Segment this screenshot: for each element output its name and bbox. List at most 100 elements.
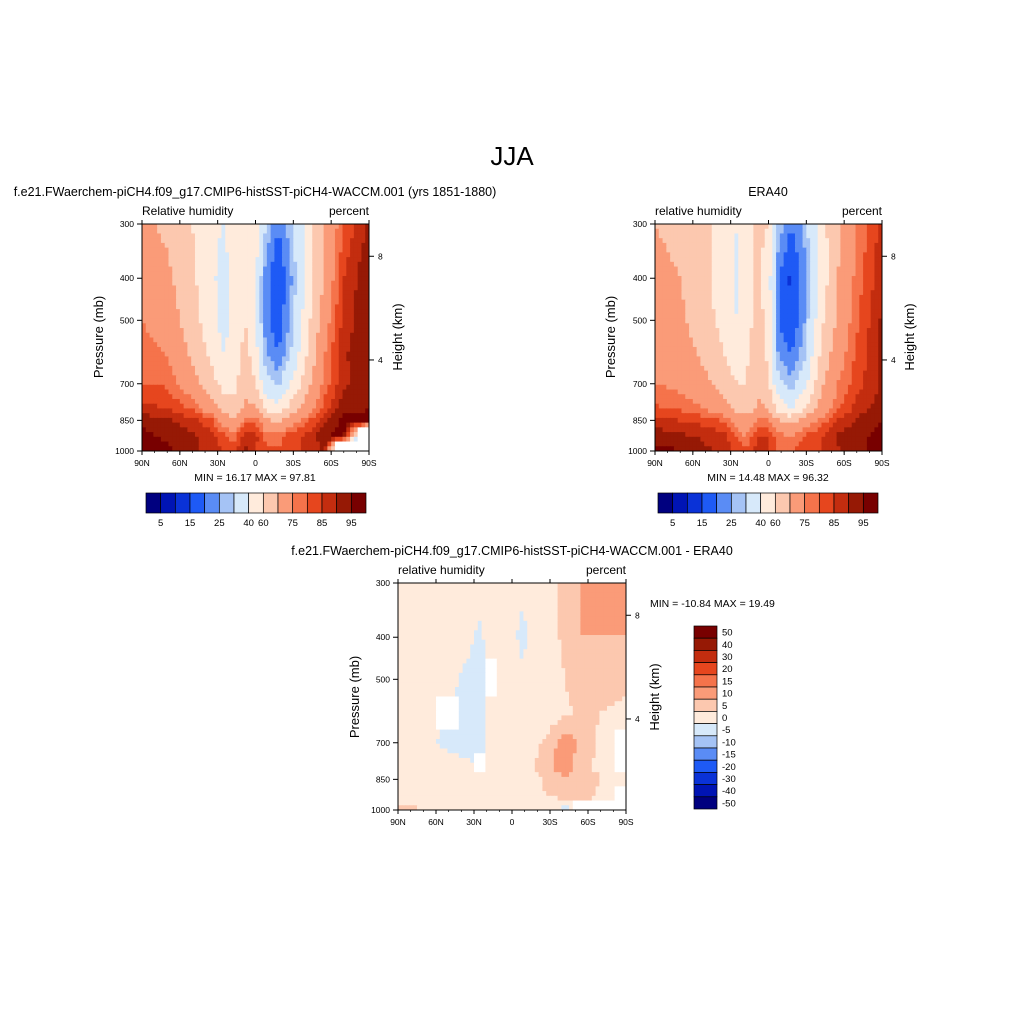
field-cell — [829, 228, 834, 235]
field-cell — [263, 313, 268, 320]
field-cell — [779, 252, 785, 258]
field-cell — [308, 375, 313, 381]
field-cell — [715, 323, 720, 329]
field-cell — [266, 441, 272, 447]
field-cell — [259, 318, 264, 324]
field-cell — [772, 351, 777, 358]
field-cell — [157, 408, 162, 414]
field-cell — [331, 242, 336, 249]
field-cell — [779, 280, 785, 287]
field-cell — [221, 290, 226, 296]
field-cell — [153, 403, 158, 410]
field-cell — [179, 356, 185, 362]
field-cell — [704, 228, 709, 235]
field-cell — [244, 417, 249, 424]
field-cell — [168, 261, 173, 268]
field-cell — [198, 427, 204, 433]
field-cell — [259, 337, 264, 343]
field-cell — [723, 356, 728, 362]
field-cell — [285, 337, 291, 343]
field-cell — [191, 427, 196, 433]
field-cell — [338, 332, 344, 339]
field-cell — [259, 313, 264, 320]
field-cell — [221, 304, 226, 310]
field-cell — [172, 242, 177, 249]
field-cell — [206, 271, 211, 277]
field-cell — [658, 242, 664, 249]
field-cell — [221, 261, 226, 268]
field-cell — [316, 276, 321, 282]
field-cell — [297, 266, 302, 272]
field-cell — [832, 356, 838, 362]
field-cell — [365, 252, 369, 258]
field-cell — [274, 384, 279, 391]
field-cell — [817, 356, 823, 362]
field-cell — [813, 299, 819, 305]
field-cell — [742, 375, 747, 381]
field-cell — [685, 337, 690, 343]
field-cell — [787, 238, 792, 244]
field-cell — [719, 261, 724, 268]
field-cell — [357, 441, 363, 447]
field-cell — [825, 238, 830, 244]
field-cell — [293, 422, 298, 428]
field-cell — [217, 290, 223, 296]
field-cell — [742, 318, 747, 324]
field-cell — [723, 370, 728, 376]
field-cell — [821, 280, 826, 287]
field-cell — [145, 422, 151, 428]
field-cell — [149, 370, 154, 376]
field-cell — [365, 398, 369, 405]
field-cell — [236, 365, 241, 372]
field-cell — [278, 432, 283, 438]
field-cell — [821, 361, 826, 367]
field-cell — [240, 309, 245, 315]
field-cell — [160, 384, 166, 391]
field-cell — [164, 276, 170, 282]
field-cell — [719, 257, 724, 263]
field-cell — [734, 238, 739, 244]
field-cell — [168, 408, 173, 414]
field-cell — [806, 361, 811, 367]
field-cell — [221, 257, 226, 263]
field-cell — [346, 290, 351, 296]
field-cell — [270, 398, 276, 405]
field-cell — [768, 375, 773, 381]
field-cell — [319, 304, 325, 310]
field-cell — [157, 394, 162, 400]
field-cell — [168, 285, 173, 291]
field-cell — [685, 361, 690, 367]
field-cell — [655, 309, 660, 315]
field-cell — [142, 432, 147, 438]
colorbar-swatch — [306, 492, 323, 514]
field-cell — [787, 257, 792, 263]
field-cell — [357, 403, 363, 410]
field-cell — [700, 285, 705, 291]
field-cell — [327, 394, 332, 400]
field-cell — [711, 224, 717, 230]
field-cell — [213, 242, 219, 249]
field-cell — [365, 266, 369, 272]
field-cell — [794, 356, 800, 362]
field-cell — [278, 361, 283, 367]
field-cell — [153, 375, 158, 381]
field-cell — [745, 290, 751, 296]
field-cell — [247, 328, 253, 334]
field-cell — [704, 261, 709, 268]
field-cell — [677, 332, 683, 339]
field-cell — [357, 346, 363, 353]
field-cell — [304, 304, 310, 310]
field-cell — [806, 242, 811, 249]
field-cell — [821, 332, 826, 339]
field-cell — [749, 356, 754, 362]
field-cell — [232, 427, 238, 433]
field-cell — [221, 271, 226, 277]
field-cell — [270, 252, 276, 258]
field-cell — [365, 389, 369, 395]
field-cell — [365, 370, 369, 376]
field-cell — [764, 351, 770, 358]
field-cell — [666, 247, 671, 253]
field-cell — [297, 417, 302, 424]
field-cell — [704, 361, 709, 367]
field-cell — [836, 266, 841, 272]
